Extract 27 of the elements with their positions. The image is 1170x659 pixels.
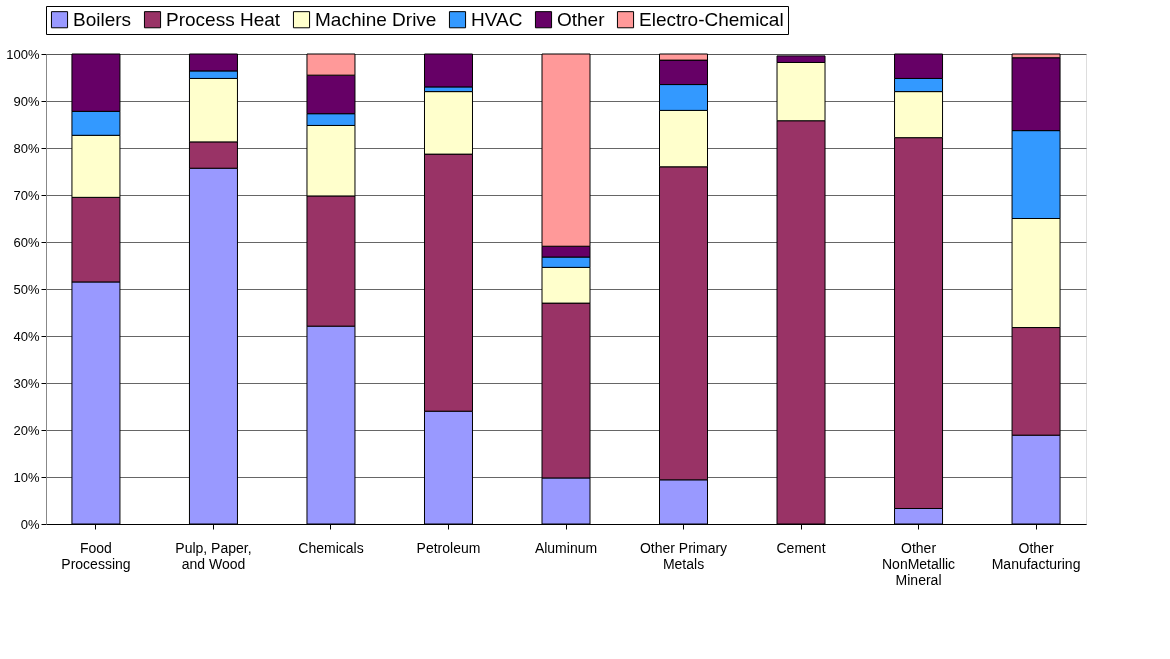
- x-tick-label: Other Primary Metals: [639, 539, 728, 572]
- legend-label: Boilers: [73, 8, 132, 30]
- x-tick-label: Other Manufacturing: [991, 539, 1081, 572]
- y-tick-label: 20%: [13, 422, 40, 438]
- legend-label: Other: [557, 8, 606, 30]
- y-tick-label: 10%: [13, 469, 40, 485]
- x-tick-label: Chemicals: [298, 539, 364, 556]
- x-tick-label: Pulp, Paper, and Wood: [175, 539, 252, 572]
- x-tick-label: Food Processing: [61, 539, 131, 572]
- y-tick-label: 30%: [13, 375, 40, 391]
- x-tick-label: Cement: [776, 539, 826, 556]
- bar: [423, 53, 473, 88]
- x-tick-label: Other NonMetallic Mineral: [881, 539, 956, 588]
- y-tick-label: 40%: [13, 328, 40, 344]
- y-tick-label: 50%: [13, 281, 40, 297]
- y-tick-label: 70%: [13, 187, 40, 203]
- legend-label: HVAC: [471, 8, 523, 30]
- y-tick-label: 0%: [20, 516, 40, 532]
- y-tick-label: 90%: [13, 93, 40, 109]
- y-tick-label: 80%: [13, 140, 40, 156]
- legend-label: Process Heat: [166, 8, 281, 30]
- legend-label: Electro-Chemical: [639, 8, 784, 30]
- y-tick-label: 100%: [6, 46, 40, 62]
- x-tick-label: Petroleum: [416, 539, 481, 556]
- x-tick-label: Aluminum: [534, 539, 598, 556]
- legend-label: Machine Drive: [315, 8, 437, 30]
- y-tick-label: 60%: [13, 234, 40, 250]
